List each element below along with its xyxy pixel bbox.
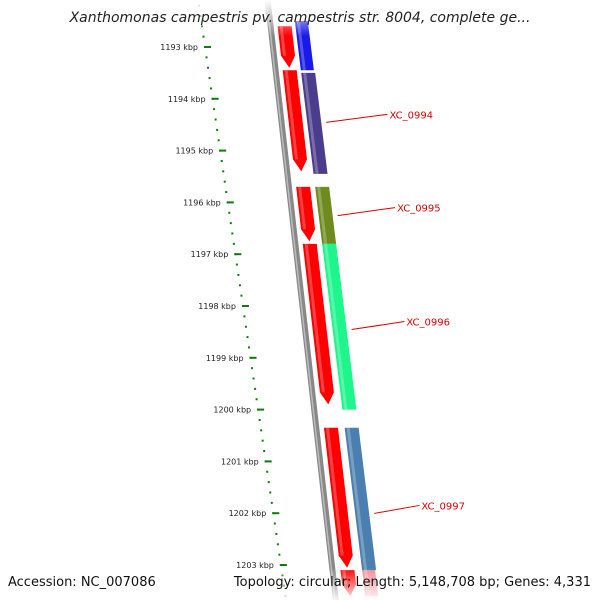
axis-dot <box>208 77 211 80</box>
axis-dot <box>220 159 223 162</box>
axis-dot <box>216 128 219 131</box>
axis-dot <box>214 118 217 121</box>
axis-dot <box>231 232 234 235</box>
backbone-strand <box>264 0 339 600</box>
axis-tick-label: 1201 kbp <box>221 457 259 466</box>
axis-tick-label: 1196 kbp <box>183 198 221 207</box>
axis-tick-label: 1199 kbp <box>206 354 244 363</box>
axis-dot <box>267 481 270 484</box>
axis-dot <box>238 284 241 287</box>
gene-label: XC_0996 <box>406 318 450 329</box>
gene-label-leader <box>337 207 396 217</box>
axis-dot <box>254 387 257 390</box>
axis-dot <box>225 191 228 194</box>
axis-dot <box>222 170 225 173</box>
axis-dot <box>246 336 249 339</box>
forward-feature-arrow <box>277 26 296 68</box>
forward-feature-arrow <box>296 186 316 242</box>
axis-tick-label: 1200 kbp <box>213 406 251 415</box>
axis-tick-label: 1193 kbp <box>160 43 198 52</box>
axis-dot <box>207 66 210 69</box>
axis-dot <box>213 108 216 111</box>
axis-dot <box>270 501 273 504</box>
axis-dot <box>202 35 205 38</box>
axis-dot <box>260 429 263 432</box>
axis-dot <box>275 532 278 535</box>
axis-dot <box>261 439 264 442</box>
gene-feature-bar <box>344 427 377 571</box>
axis-dot <box>237 273 240 276</box>
kbp-axis: 1193 kbp 1194 kbp 1195 kbp 1196 kbp 1197 kbp… <box>160 4 287 598</box>
gene-label: XC_0997 <box>421 501 465 512</box>
forward-feature-arrow <box>302 243 334 405</box>
gene-label-leader <box>374 504 420 514</box>
axis-dot <box>240 294 243 297</box>
axis-tick-label: 1203 kbp <box>236 561 274 570</box>
backbone <box>264 0 339 600</box>
accession-text: Accession: NC_007086 <box>8 575 156 590</box>
forward-feature-arrow <box>282 70 307 172</box>
axis-dot <box>205 56 208 59</box>
axis-dot <box>210 87 213 90</box>
axis-dot <box>251 367 254 370</box>
axis-dot <box>217 139 220 142</box>
axis-dot <box>273 522 276 525</box>
gene-feature-bar <box>322 243 357 410</box>
gene-label: XC_0995 <box>397 204 441 215</box>
axis-dot <box>248 346 251 349</box>
gene-labels: XC_0994 XC_0995 XC_0996 XC_0997 <box>326 110 465 514</box>
gene-label-leader <box>351 321 405 331</box>
axis-dot <box>255 398 258 401</box>
axis-dot <box>228 211 231 214</box>
axis-dot <box>223 180 226 183</box>
axis-dot <box>276 543 279 546</box>
axis-tick-label: 1198 kbp <box>198 302 236 311</box>
gene-feature-bar <box>301 72 328 174</box>
axis-dot <box>269 491 272 494</box>
axis-dot <box>229 222 232 225</box>
axis-dot <box>258 418 261 421</box>
gene-label: XC_0994 <box>389 110 433 121</box>
genome-stats-text: Topology: circular; Length: 5,148,708 bp… <box>233 575 591 590</box>
axis-dot <box>235 263 238 266</box>
axis-dot <box>244 325 247 328</box>
axis-tick-label: 1194 kbp <box>168 95 206 104</box>
axis-dot <box>232 242 235 245</box>
axis-dot <box>252 377 255 380</box>
axis-dot <box>263 450 266 453</box>
map-title: Xanthomonas campestris pv. campestris st… <box>69 10 531 26</box>
axis-dot <box>243 315 246 318</box>
gene-label-leader <box>326 113 388 123</box>
axis-dot <box>278 553 281 556</box>
axis-dot <box>266 470 269 473</box>
forward-feature-arrow <box>323 427 353 568</box>
axis-tick-label: 1202 kbp <box>229 509 267 518</box>
gene-track <box>294 21 379 597</box>
axis-tick-label: 1197 kbp <box>191 250 229 259</box>
axis-tick-label: 1195 kbp <box>175 147 213 156</box>
gene-feature-bar <box>315 186 337 244</box>
